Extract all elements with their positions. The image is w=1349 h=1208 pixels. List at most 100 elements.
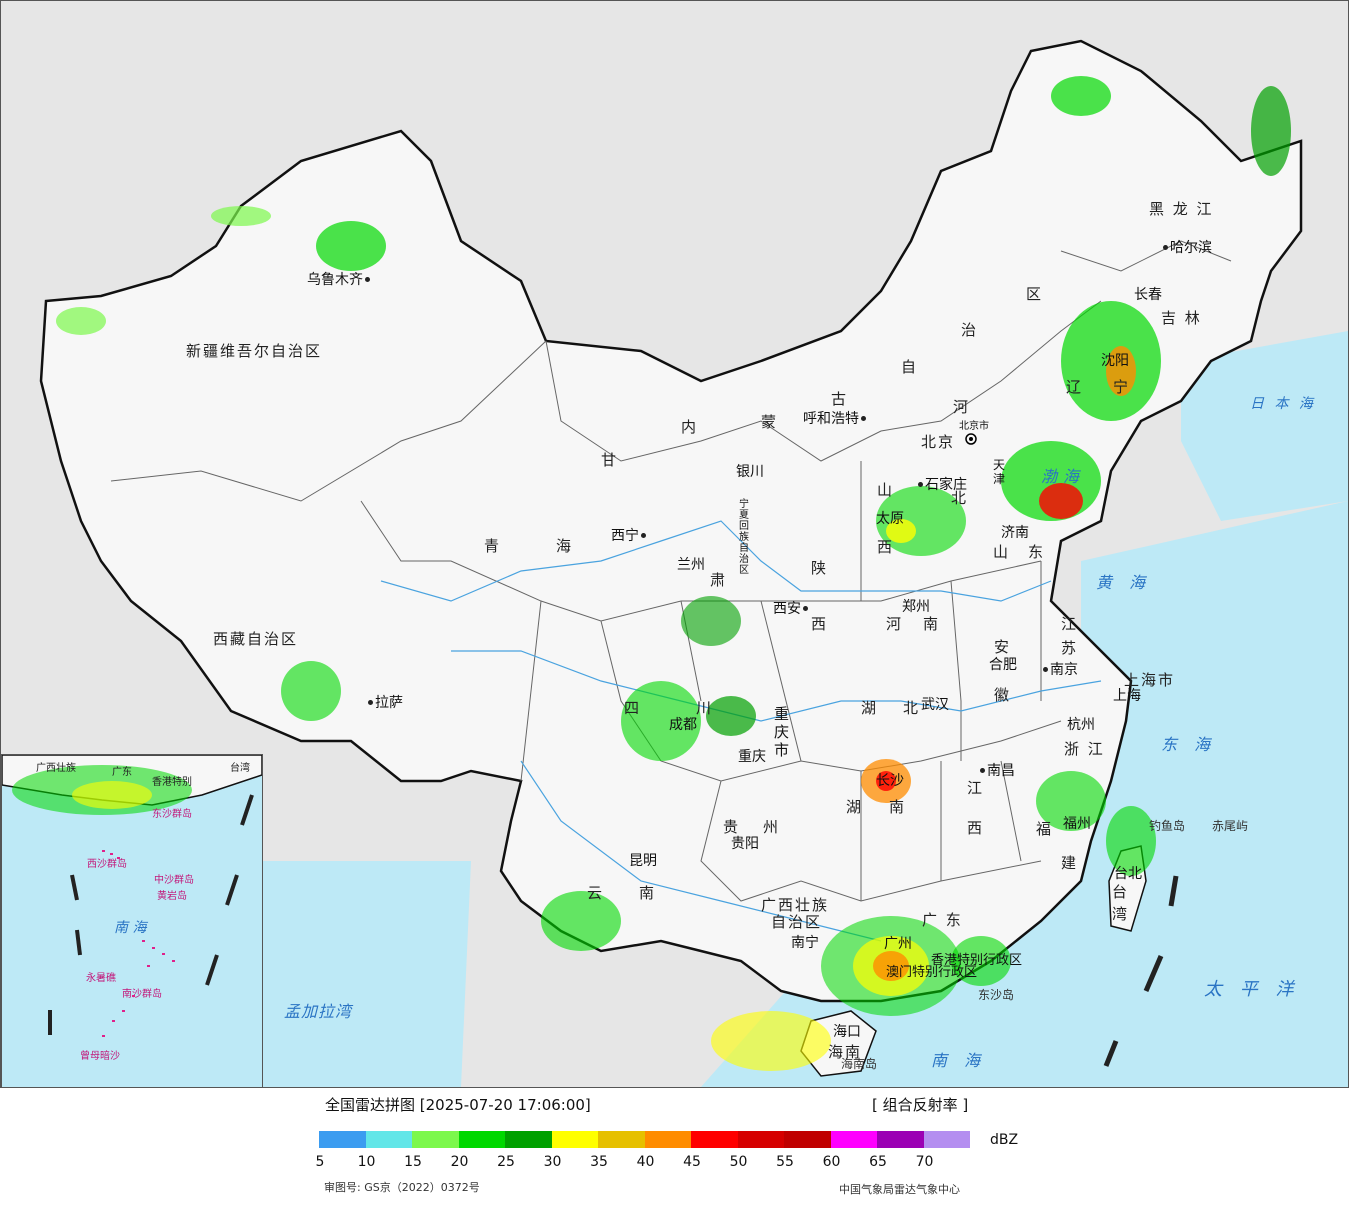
province-qinghai-1: 青 — [484, 537, 502, 555]
map-canvas — [39, 39, 1348, 1087]
province-xizang: 西藏自治区 — [213, 630, 299, 648]
province-anhui-2: 徽 — [994, 686, 1012, 704]
scale-tick-label: 70 — [915, 1154, 934, 1170]
province-hubei-2: 北 — [903, 699, 921, 717]
city-changchun: 长春 — [1134, 287, 1162, 303]
scale-tick-label: 60 — [822, 1154, 841, 1170]
south-china-sea-inset: 广西壮族 广东 台湾 香港特别 东沙群岛 西沙群岛 中沙群岛 黄岩岛 南 海 永… — [1, 754, 263, 1087]
inset-label-zengmu: 曾母暗沙 — [80, 1051, 120, 1062]
province-jiangsu-1: 江 — [1061, 615, 1079, 633]
color-swatch — [877, 1131, 924, 1148]
province-neimenggu-1: 内 — [681, 418, 699, 436]
radar-map: 新疆维吾尔自治区 西藏自治区 青 海 甘 肃 内 蒙 古 自 治 区 黑 龙 江… — [0, 0, 1349, 1088]
legend-title: 全国雷达拼图 [2025-07-20 17:06:00] — [325, 1096, 591, 1114]
island-diaoyudao: 钓鱼岛 — [1149, 819, 1186, 833]
province-neimenggu-3: 古 — [831, 390, 849, 408]
city-xining: 西宁 — [611, 525, 648, 545]
sea-ribenhai: 日 本 海 — [1250, 396, 1316, 412]
city-kunming: 昆明 — [629, 853, 657, 869]
scale-tick-label: 50 — [729, 1154, 748, 1170]
city-nanning: 南宁 — [791, 935, 819, 951]
city-hangzhou: 杭州 — [1067, 717, 1095, 733]
province-xinjiang: 新疆维吾尔自治区 — [186, 342, 323, 360]
province-liaoning-1: 辽 — [1066, 378, 1084, 396]
province-hebei-1: 河 — [953, 398, 971, 416]
color-swatch — [737, 1131, 784, 1148]
province-yunnan-2: 南 — [639, 884, 657, 902]
color-swatch — [551, 1131, 598, 1148]
city-chongqing: 重庆 — [738, 749, 766, 765]
inset-label-yongshu: 永暑礁 — [86, 973, 116, 984]
scale-tick-label: 40 — [636, 1154, 655, 1170]
color-swatch — [598, 1131, 645, 1148]
rivers — [380, 520, 1102, 942]
province-macau: 澳门特别行政区 — [886, 965, 978, 980]
sea-donghai: 东 海 — [1161, 735, 1217, 754]
province-hainan: 海南 — [828, 1043, 863, 1061]
province-heilongjiang: 黑 龙 江 — [1149, 200, 1214, 218]
province-shanghai: 上海市 — [1124, 671, 1176, 689]
legend-product-type: [ 组合反射率 ] — [872, 1096, 969, 1114]
city-nanchang: 南昌 — [978, 760, 1015, 780]
province-hubei-1: 湖 — [861, 699, 879, 717]
scale-tick-label: 5 — [315, 1154, 325, 1170]
province-hunan-1: 湖 — [846, 798, 864, 816]
city-urumqi: 乌鲁木齐 — [307, 269, 372, 289]
inset-label-huangyan: 黄岩岛 — [157, 891, 187, 902]
scale-tick-label: 30 — [543, 1154, 562, 1170]
province-guangxi-1: 广西壮族 — [761, 896, 830, 914]
province-shandong-2: 东 — [1028, 543, 1046, 561]
city-taiyuan: 太原 — [876, 511, 904, 527]
province-guizhou-2: 州 — [763, 818, 781, 836]
scale-tick-label: 35 — [590, 1154, 608, 1170]
province-fujian-1: 福 — [1036, 820, 1054, 838]
province-neimenggu-5: 治 — [961, 321, 979, 339]
city-shenyang: 沈阳 — [1101, 353, 1129, 369]
province-sichuan-1: 四 — [624, 699, 642, 717]
sea-nanhai: 南 海 — [931, 1051, 987, 1070]
scale-tick-label: 55 — [776, 1154, 794, 1170]
province-shandong-1: 山 — [993, 543, 1011, 561]
province-sichuan-2: 川 — [696, 699, 714, 717]
city-hefei: 合肥 — [989, 657, 1017, 673]
province-guangdong: 广 东 — [922, 911, 963, 929]
data-source: 中国气象局雷达气象中心 — [839, 1183, 960, 1196]
province-borders — [110, 240, 1232, 902]
inset-canvas — [2, 755, 262, 1035]
city-xian: 西安 — [773, 598, 810, 618]
legend-panel: 全国雷达拼图 [2025-07-20 17:06:00] [ 组合反射率 ] d… — [0, 1088, 1349, 1208]
city-yinchuan: 银川 — [736, 464, 764, 480]
province-taiwan-1: 台 — [1112, 883, 1130, 901]
province-guizhou-1: 贵 — [723, 818, 741, 836]
inset-label-xisha: 西沙群岛 — [87, 859, 127, 870]
province-neimenggu-6: 区 — [1026, 285, 1044, 303]
color-swatch — [319, 1131, 366, 1148]
city-fuzhou: 福州 — [1063, 816, 1091, 832]
province-tianjin: 天津 — [993, 458, 1006, 486]
city-beijingshi: 北京市 — [959, 421, 989, 432]
province-liaoning-2: 宁 — [1113, 378, 1131, 396]
radar-echoes — [56, 76, 1291, 1071]
sea-taipingyang: 太 平 洋 — [1204, 979, 1300, 1000]
island-hainandao: 海南岛 — [841, 1057, 878, 1071]
inset-label-hk: 香港特别 — [152, 777, 192, 788]
island-dongshadao: 东沙岛 — [978, 988, 1015, 1002]
city-guiyang: 贵阳 — [731, 836, 759, 852]
city-lanzhou: 兰州 — [677, 557, 705, 573]
scale-tick-label: 15 — [404, 1154, 422, 1170]
color-swatch — [458, 1131, 505, 1148]
scale-tick-label: 45 — [683, 1154, 701, 1170]
province-fujian-2: 建 — [1061, 854, 1079, 872]
province-shanxi-1: 山 — [877, 481, 895, 499]
inset-label-taiwan: 台湾 — [230, 763, 250, 774]
city-hohhot: 呼和浩特 — [803, 408, 868, 428]
province-henan-2: 南 — [923, 615, 941, 633]
inset-label-nansha: 南沙群岛 — [122, 989, 162, 1000]
province-gansu-2: 肃 — [710, 571, 728, 589]
inset-island-marks — [102, 850, 175, 1037]
china-landmass — [39, 39, 1303, 1003]
sea-bohai: 渤海 — [1041, 467, 1086, 486]
capital-symbol — [965, 433, 977, 445]
sea-mengjialawan: 孟加拉湾 — [284, 1002, 353, 1021]
province-shanxi-2: 西 — [877, 538, 895, 556]
